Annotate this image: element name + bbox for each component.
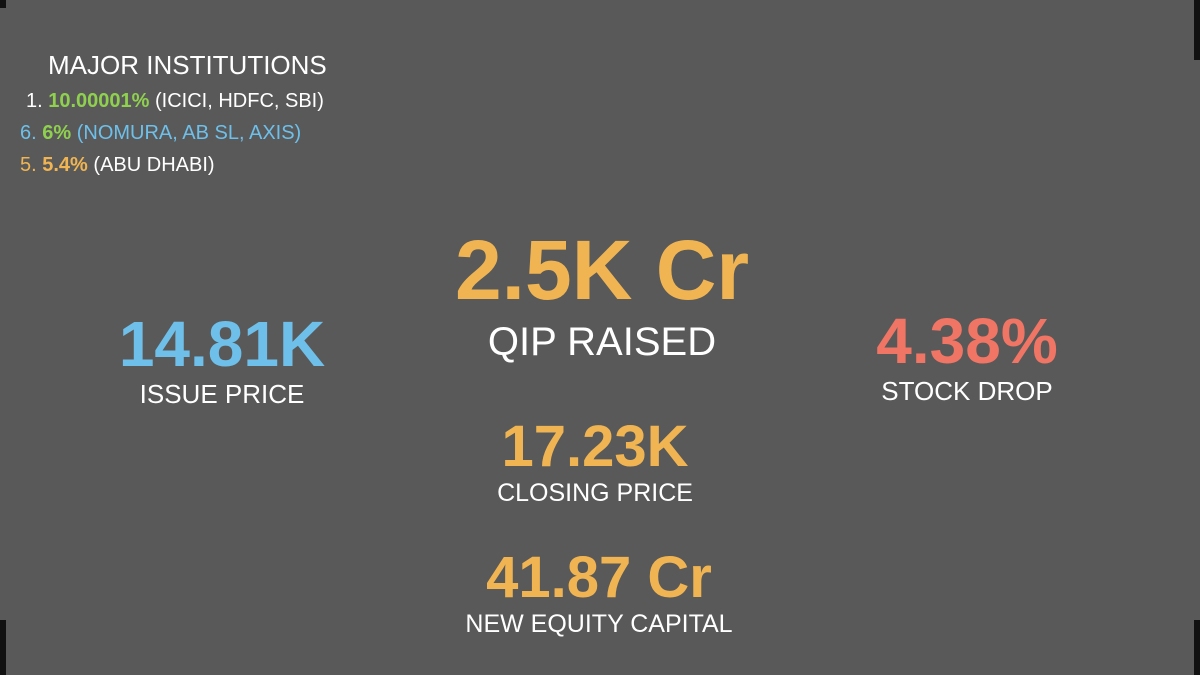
item-rank: 1. [26,90,43,112]
metric-label: ISSUE PRICE [139,379,305,409]
metric: 2.5K Cr QIP RAISED [455,228,749,364]
metric-label: CLOSING PRICE [497,479,693,507]
metric-value: 2.5K Cr [454,223,750,317]
item-share: 5.4% [42,154,88,176]
item-names: (ABU DHABI) [93,154,215,176]
item-share: 6% [42,122,72,144]
corner-mark [0,620,6,675]
item-rank: 6. [20,122,37,144]
list-item: 5. 5.4% (ABU DHABI) [20,154,215,177]
list-title: MAJOR INSTITUTIONS [48,50,327,80]
metric-value: 4.38% [876,305,1058,377]
corner-mark [1194,0,1200,60]
corner-mark [0,0,6,8]
metric-value: 14.81K [118,308,326,380]
item-names: (ICICI, HDFC, SBI) [155,90,324,112]
corner-mark [1194,620,1200,675]
metric-value: 41.87 Cr [486,545,712,610]
item-names: (NOMURA, AB SL, AXIS) [76,122,302,144]
list-item: 6. 6% (NOMURA, AB SL, AXIS) [20,122,301,145]
metric-value: 17.23K [501,414,689,479]
metric: 17.23K CLOSING PRICE [497,418,693,508]
metric: 14.81K ISSUE PRICE [119,312,325,409]
metric: 41.87 Cr NEW EQUITY CAPITAL [465,549,732,639]
metric-label: QIP RAISED [487,320,717,364]
item-share: 10.00001% [48,90,150,112]
list-item: 1. 10.00001% (ICICI, HDFC, SBI) [26,90,324,113]
metric: 4.38% STOCK DROP [876,309,1057,406]
item-rank: 5. [20,154,37,176]
metric-label: STOCK DROP [881,376,1053,406]
metric-label: NEW EQUITY CAPITAL [465,610,733,638]
